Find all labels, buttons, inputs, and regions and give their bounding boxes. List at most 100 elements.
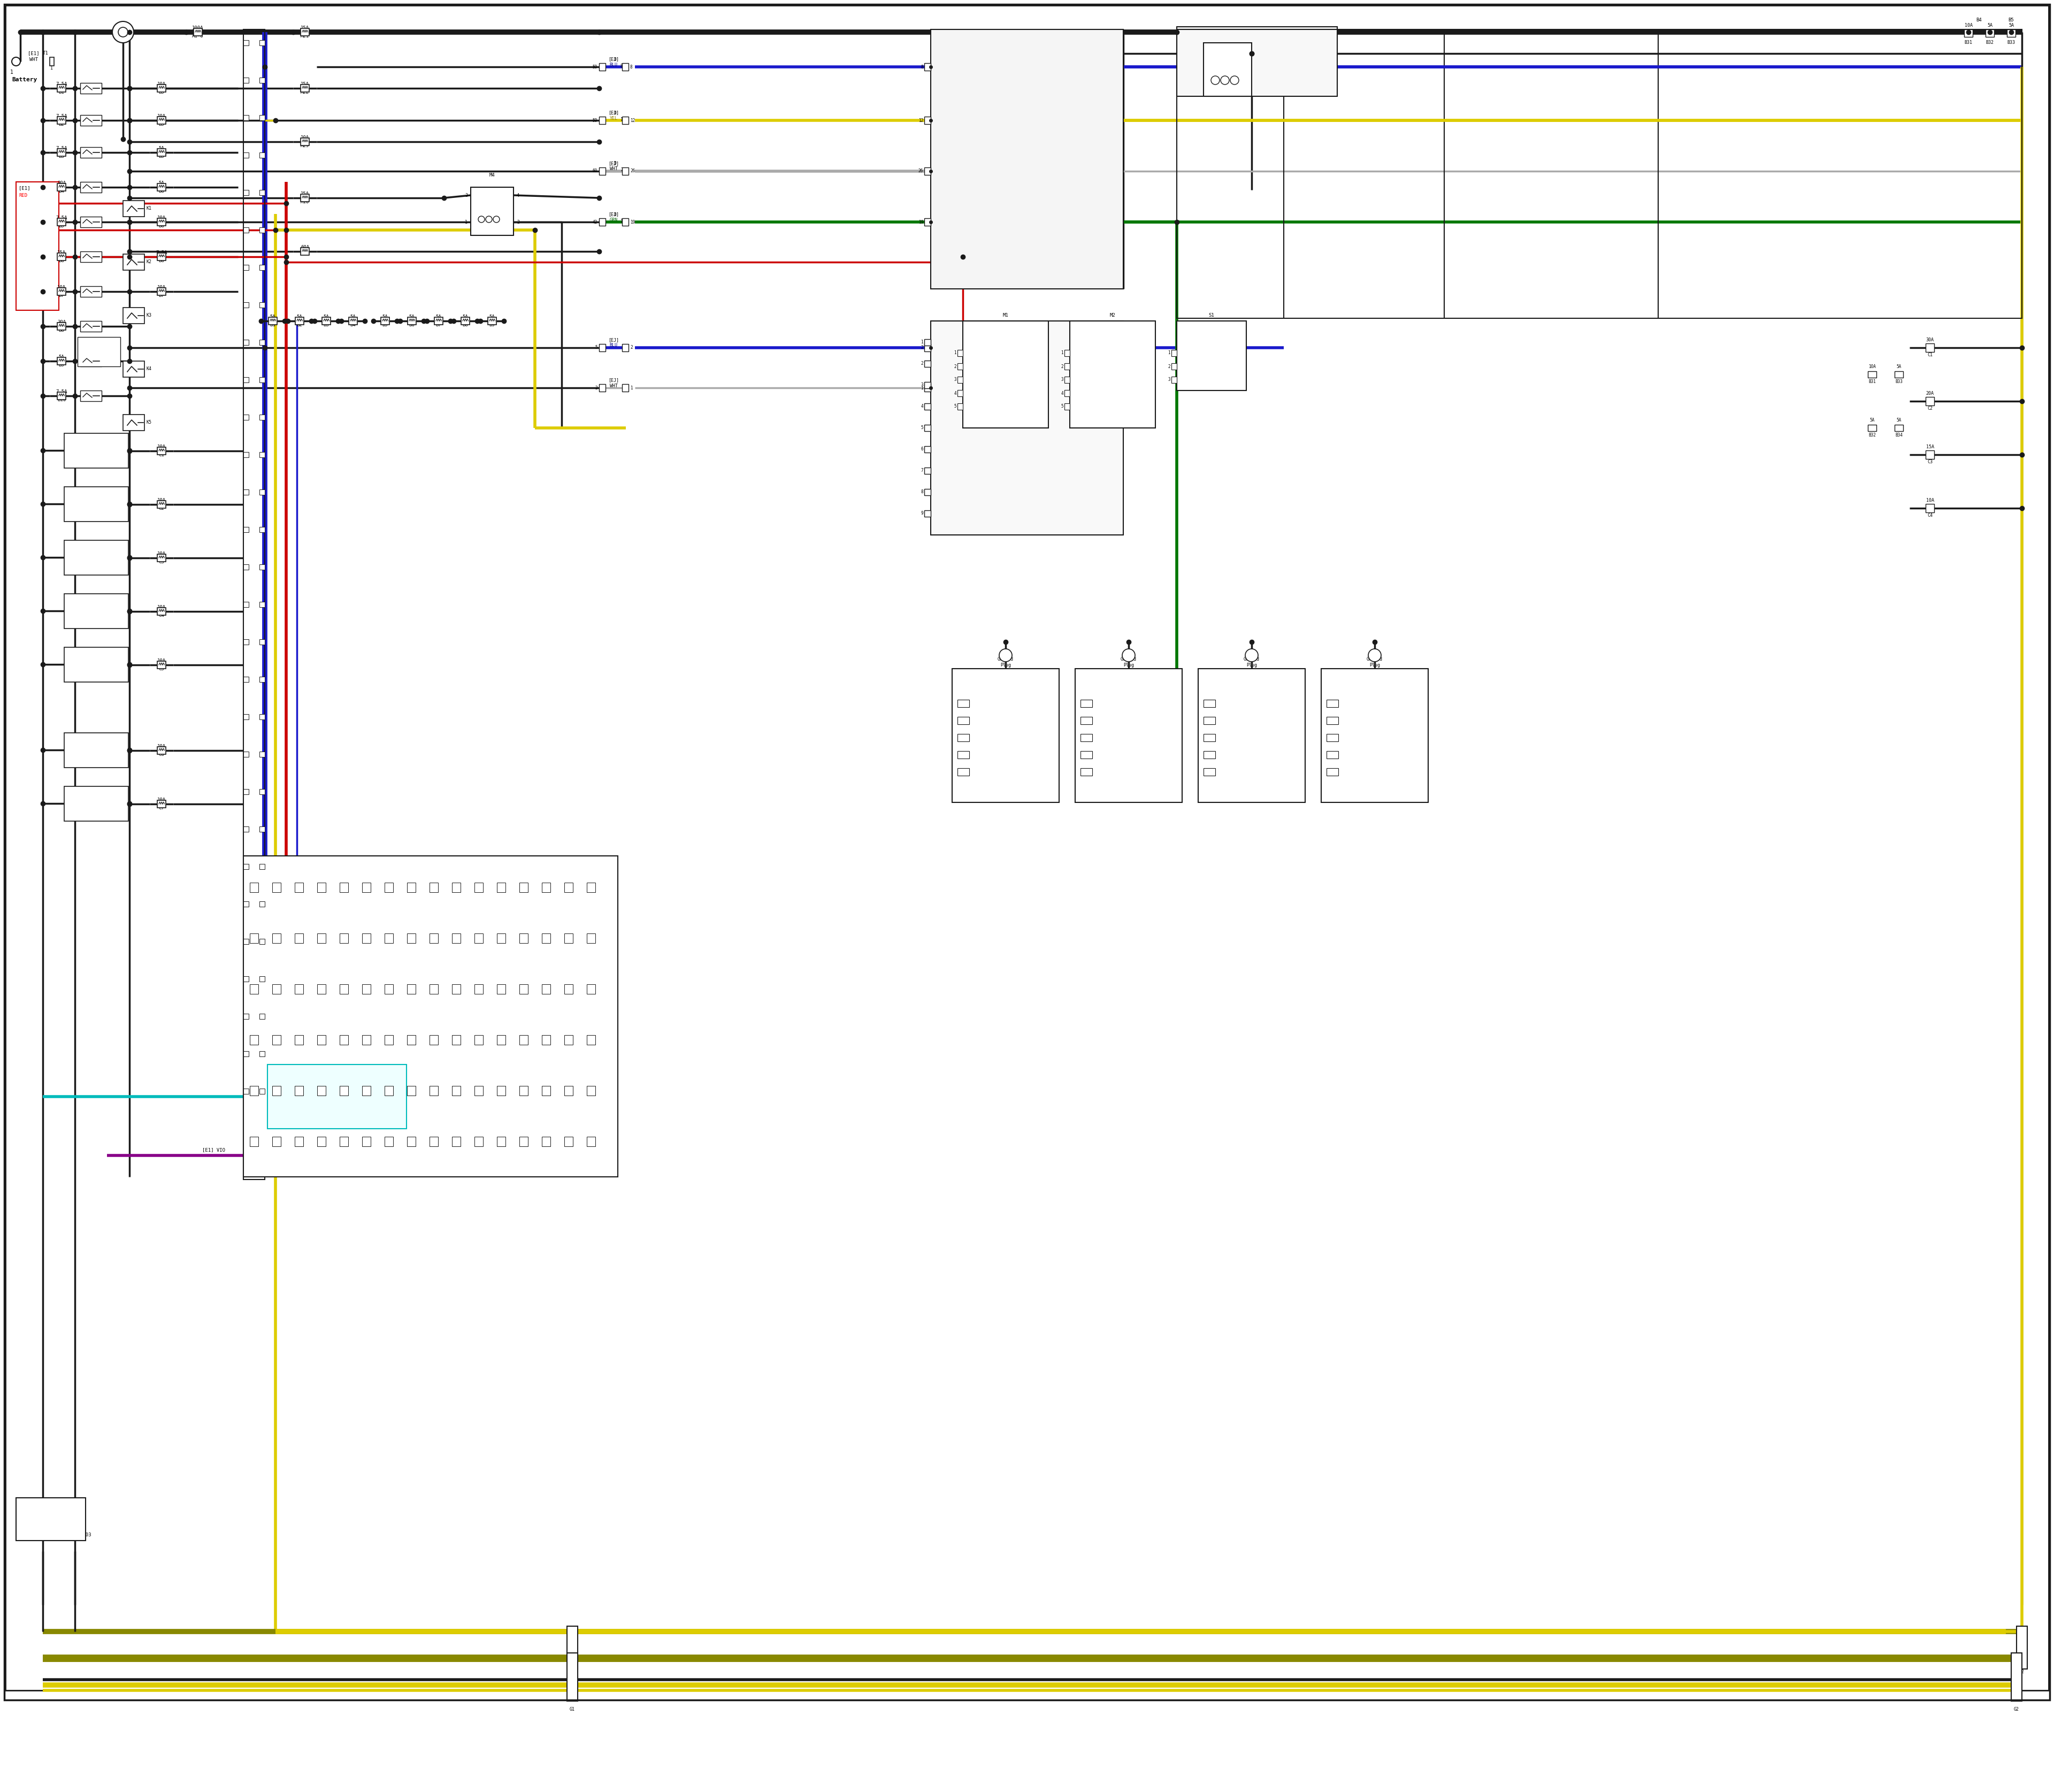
- Text: M2: M2: [1109, 314, 1115, 317]
- Text: 5A: 5A: [158, 181, 164, 186]
- Bar: [1171, 349, 1177, 357]
- Text: 10: 10: [454, 1140, 458, 1143]
- Bar: [123, 308, 144, 324]
- Text: G101: G101: [45, 1503, 58, 1509]
- Text: 5: 5: [1331, 769, 1333, 774]
- Text: [E1] VIO: [E1] VIO: [203, 1147, 226, 1152]
- Text: 60: 60: [592, 168, 598, 174]
- Bar: [80, 321, 101, 332]
- Bar: [242, 1052, 249, 1057]
- Text: 1: 1: [253, 1090, 255, 1093]
- Bar: [565, 883, 573, 892]
- Text: 19: 19: [918, 220, 922, 224]
- Bar: [259, 115, 265, 120]
- Text: 5A: 5A: [349, 315, 355, 319]
- Bar: [242, 414, 249, 419]
- Text: C4: C4: [1927, 513, 1933, 518]
- Bar: [158, 607, 166, 615]
- Bar: [452, 934, 460, 943]
- Text: 10: 10: [454, 1038, 458, 1041]
- Text: K4: K4: [146, 367, 152, 371]
- Bar: [2017, 1625, 2027, 1668]
- Text: A22: A22: [300, 90, 310, 95]
- Bar: [251, 984, 259, 995]
- Bar: [1080, 699, 1093, 708]
- Text: B6: B6: [158, 224, 164, 228]
- Text: 5A: 5A: [158, 145, 164, 151]
- Text: 11: 11: [477, 1090, 481, 1093]
- Bar: [1927, 344, 1935, 351]
- Bar: [259, 826, 265, 831]
- Bar: [242, 1014, 249, 1020]
- Text: 6: 6: [366, 885, 368, 889]
- Bar: [294, 883, 304, 892]
- Text: B1: B1: [269, 323, 275, 328]
- Text: [E1]: [E1]: [29, 52, 39, 56]
- Bar: [470, 186, 514, 235]
- Text: G201: G201: [27, 1532, 37, 1538]
- Text: C7: C7: [158, 806, 164, 810]
- Text: 3: 3: [1255, 52, 1257, 56]
- Text: 15A: 15A: [58, 251, 66, 254]
- Bar: [953, 668, 1060, 803]
- Text: Relay
Module 2: Relay Module 2: [84, 498, 107, 509]
- Text: 4: 4: [1062, 391, 1064, 396]
- Bar: [242, 677, 249, 683]
- Text: 9: 9: [433, 987, 435, 991]
- Text: 5A: 5A: [1869, 418, 1875, 423]
- Text: 5: 5: [343, 987, 345, 991]
- Text: B5: B5: [60, 224, 64, 228]
- Bar: [251, 934, 259, 943]
- Bar: [542, 1086, 550, 1095]
- Text: 10A: 10A: [158, 744, 166, 749]
- Text: 5A: 5A: [269, 315, 275, 319]
- Text: B33: B33: [1896, 380, 1902, 383]
- Text: 59: 59: [592, 118, 598, 124]
- Bar: [1204, 735, 1216, 742]
- Bar: [433, 317, 444, 324]
- Bar: [542, 883, 550, 892]
- Bar: [407, 934, 415, 943]
- Bar: [924, 339, 930, 346]
- Bar: [924, 446, 930, 453]
- Bar: [1171, 376, 1177, 383]
- Text: Sensor: Sensor: [327, 1104, 347, 1109]
- Text: B32: B32: [1869, 434, 1875, 437]
- Bar: [497, 934, 505, 943]
- Bar: [1204, 43, 1251, 97]
- Bar: [296, 317, 304, 324]
- Bar: [542, 1136, 550, 1147]
- Text: YEL: YEL: [610, 116, 618, 120]
- Bar: [64, 647, 127, 683]
- Text: Scale E: Scale E: [90, 340, 109, 346]
- Text: G2: G2: [2013, 1706, 2019, 1711]
- Text: C3: C3: [158, 559, 164, 564]
- Text: 1: 1: [253, 885, 255, 889]
- Bar: [1927, 504, 1935, 513]
- Bar: [1894, 371, 1904, 378]
- Bar: [1171, 364, 1177, 369]
- Bar: [58, 392, 66, 400]
- Text: 10A: 10A: [1964, 23, 1972, 29]
- Text: 6: 6: [366, 937, 368, 939]
- Bar: [1867, 425, 1877, 432]
- Bar: [294, 1036, 304, 1045]
- Bar: [64, 539, 127, 575]
- Text: K5: K5: [146, 419, 152, 425]
- Text: 4: 4: [320, 1038, 322, 1041]
- Text: 14: 14: [544, 1090, 548, 1093]
- Text: 5: 5: [1208, 769, 1210, 774]
- Text: B5: B5: [382, 323, 388, 328]
- Bar: [58, 84, 66, 91]
- Bar: [259, 527, 265, 532]
- Text: 14: 14: [544, 1140, 548, 1143]
- Text: B9: B9: [60, 362, 64, 367]
- Text: 13: 13: [522, 937, 526, 939]
- Text: Ignition: Ignition: [481, 195, 503, 199]
- Text: 5: 5: [343, 885, 345, 889]
- Text: 5: 5: [1062, 405, 1064, 409]
- Bar: [316, 1036, 327, 1045]
- Bar: [242, 340, 249, 346]
- Bar: [542, 934, 550, 943]
- Bar: [924, 167, 930, 176]
